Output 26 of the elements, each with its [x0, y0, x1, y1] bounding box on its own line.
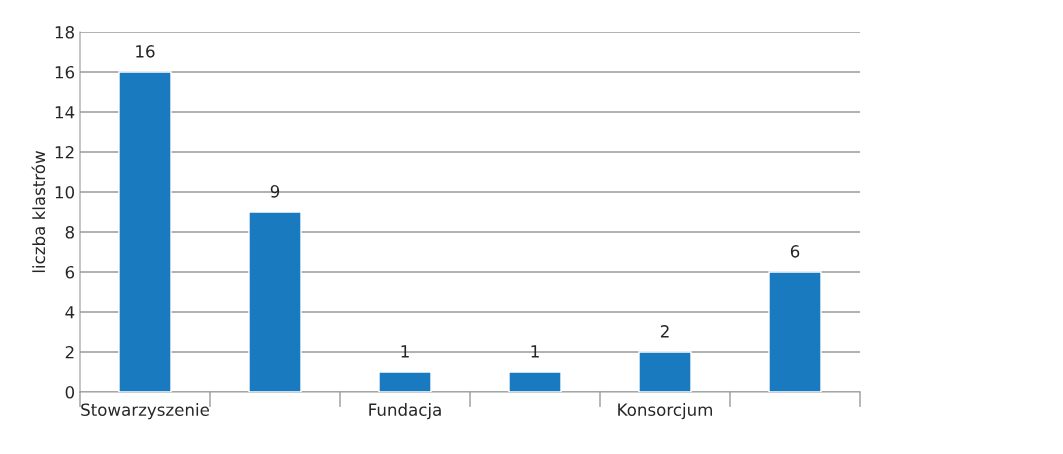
- y-tick-label: 18: [55, 25, 74, 39]
- x-tick-label: Stowarzyszenie: [81, 403, 209, 420]
- x-tick-label: Konsorcjum: [618, 403, 712, 420]
- y-tick-label: 2: [65, 345, 74, 359]
- y-tick-label: 4: [65, 306, 75, 319]
- bar: [248, 211, 302, 392]
- y-tick-label: 6: [65, 265, 75, 279]
- y-tick-label: 12: [55, 145, 74, 159]
- data-label: 1: [531, 345, 539, 358]
- data-label: 9: [270, 185, 280, 198]
- bar: [638, 351, 692, 392]
- y-tick-label: 0: [65, 385, 75, 399]
- data-label: 16: [136, 45, 155, 58]
- bar: [118, 71, 172, 392]
- y-tick-label: 10: [55, 185, 75, 199]
- y-axis-title: liczba klastrów: [31, 151, 46, 273]
- y-tick-label: 16: [55, 65, 75, 79]
- data-label: 6: [790, 245, 800, 258]
- x-tick-label: Fundacja: [369, 403, 441, 420]
- bar: [378, 371, 432, 392]
- data-label: 2: [660, 325, 669, 338]
- bar: [768, 271, 822, 392]
- data-label: 1: [401, 345, 409, 358]
- y-tick-label: 14: [55, 106, 75, 119]
- bar: [508, 371, 562, 392]
- y-tick-label: 8: [65, 225, 74, 239]
